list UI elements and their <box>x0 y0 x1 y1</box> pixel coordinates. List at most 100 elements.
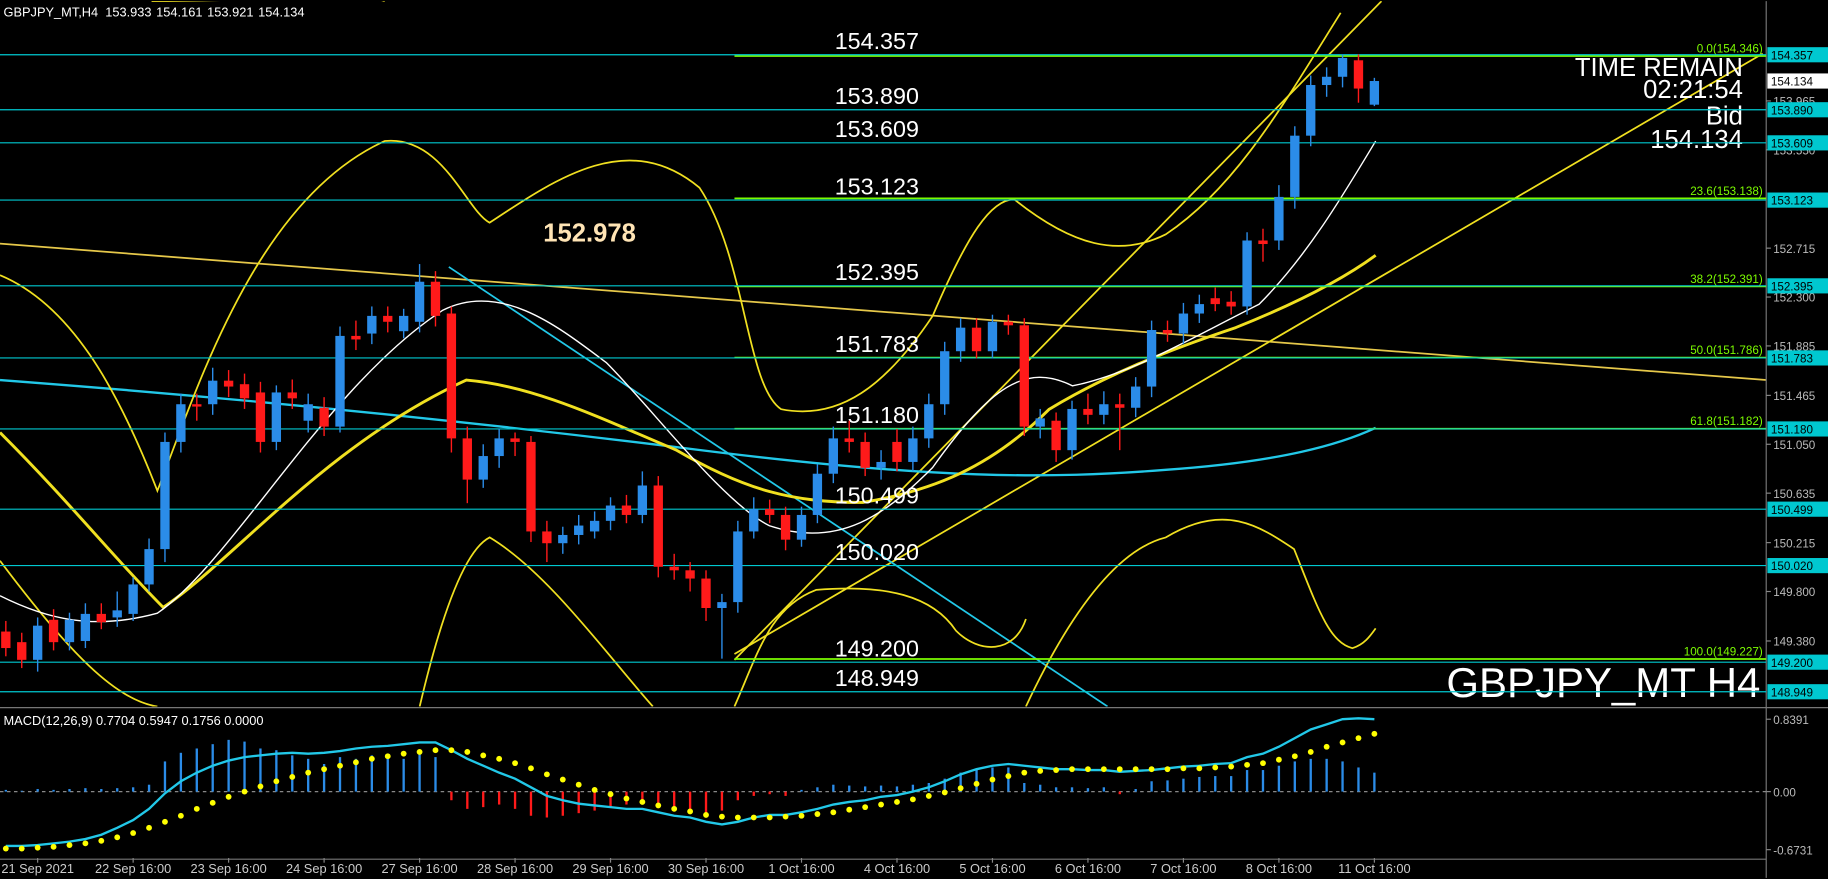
candle-body <box>96 613 106 623</box>
x-tick-label: 7 Oct 16:00 <box>1150 861 1216 876</box>
signal-dot <box>241 788 248 795</box>
signal-dot <box>225 793 232 800</box>
close: 154.134 <box>258 4 304 19</box>
timer-title: TIME REMAIN <box>1575 54 1743 82</box>
level-price-label: 150.499 <box>1771 504 1813 517</box>
signal-dot <box>18 845 25 852</box>
level-price-box <box>1767 558 1828 574</box>
candle-body <box>780 514 791 540</box>
candle-body <box>637 485 648 515</box>
level-price-box <box>1767 684 1828 700</box>
signal-dot <box>1291 753 1298 760</box>
candle-body <box>271 392 282 442</box>
y-tick-label: -0.6731 <box>1773 844 1812 857</box>
signal-dot <box>368 755 375 762</box>
signal-dot <box>1275 756 1282 763</box>
signal-dot <box>925 793 932 799</box>
signal-dot <box>528 765 534 772</box>
signal-dot <box>703 811 709 818</box>
x-tick-label: 4 Oct 16:00 <box>864 861 930 876</box>
level-price-label: 149.200 <box>1771 657 1814 670</box>
candle-body <box>287 392 297 399</box>
fib-label: 0.0(154.346) <box>1697 43 1763 56</box>
signal-dot <box>607 791 614 798</box>
signal-dot <box>480 752 487 759</box>
candle-body <box>860 441 870 468</box>
x-tick-label: 29 Sep 16:00 <box>572 861 648 876</box>
candle-body <box>494 438 504 457</box>
level-price-label: 151.783 <box>1771 353 1813 366</box>
macd-line <box>5 717 1375 848</box>
candle-body <box>542 531 552 544</box>
level-price-label: 148.949 <box>1771 686 1813 699</box>
signal-dot <box>894 799 900 805</box>
signal-dot <box>2 845 9 852</box>
candle-body <box>510 438 520 442</box>
signal-dot <box>671 805 678 812</box>
candle-body <box>1083 408 1093 415</box>
signal-dot <box>1212 764 1219 771</box>
signal-dot <box>989 776 996 783</box>
level-label: 154.357 <box>835 28 919 54</box>
signal-dot <box>830 809 837 816</box>
candle-body <box>971 327 982 352</box>
candle-body <box>64 619 75 643</box>
signal-dot <box>798 812 805 819</box>
candle-body <box>526 441 536 532</box>
x-tick-label: 6 Oct 16:00 <box>1055 861 1121 876</box>
signal-dot <box>687 808 694 815</box>
signal-dot <box>1085 766 1091 773</box>
candle-body <box>685 570 695 579</box>
candle-body <box>1306 85 1316 136</box>
signal-dot <box>82 840 89 847</box>
signal-dot <box>34 844 41 851</box>
level-price-box <box>1767 278 1828 294</box>
candle-body <box>621 505 632 515</box>
signal-dot <box>496 755 503 762</box>
watermark: GBPJPY_MT H4 <box>1446 659 1760 706</box>
signal-dot <box>50 843 57 850</box>
candle-body <box>765 509 775 515</box>
candle-body <box>255 392 266 442</box>
signal-dot <box>878 801 884 808</box>
signal-dot <box>177 812 184 819</box>
signal-dot <box>1037 767 1044 774</box>
level-price-label: 150.020 <box>1771 560 1814 573</box>
candle-body <box>446 313 457 439</box>
x-tick-label: 24 Sep 16:00 <box>286 861 362 876</box>
candle-body <box>589 520 600 532</box>
last-price-label: 154.134 <box>1771 76 1814 89</box>
signal-dot <box>957 785 964 792</box>
level-price-label: 154.357 <box>1771 49 1813 62</box>
candle-body <box>383 315 393 322</box>
envelope <box>151 1 1027 707</box>
trend-line <box>733 1 1383 661</box>
level-price-label: 151.180 <box>1771 424 1814 437</box>
x-tick-label: 1 Oct 16:00 <box>768 861 834 876</box>
high: 154.161 <box>156 4 202 19</box>
candle-body <box>144 549 154 585</box>
signal-dot <box>750 814 757 821</box>
candle-body <box>653 485 663 567</box>
fib-label: 50.0(151.786) <box>1690 344 1763 357</box>
signal-dot <box>639 799 646 805</box>
candle-body <box>1242 240 1252 307</box>
candle-body <box>1258 240 1268 245</box>
level-label: 151.783 <box>835 331 919 357</box>
candle-body <box>208 380 218 405</box>
y-tick-label: 152.300 <box>1773 292 1816 305</box>
y-tick-label: 152.715 <box>1773 243 1815 256</box>
level-price-box <box>1767 350 1828 366</box>
candle-body <box>303 404 313 421</box>
signal-dot <box>162 818 168 825</box>
signal-dot <box>1180 765 1187 772</box>
candle-body <box>367 315 377 334</box>
candle-body <box>48 619 59 643</box>
signal-dot <box>98 837 105 844</box>
x-tick-label: 28 Sep 16:00 <box>477 861 553 876</box>
candle-body <box>1210 298 1220 305</box>
candle-body <box>1131 386 1141 408</box>
trend-line <box>734 52 1764 655</box>
signal-dot <box>575 781 582 788</box>
candle-body <box>892 441 902 462</box>
